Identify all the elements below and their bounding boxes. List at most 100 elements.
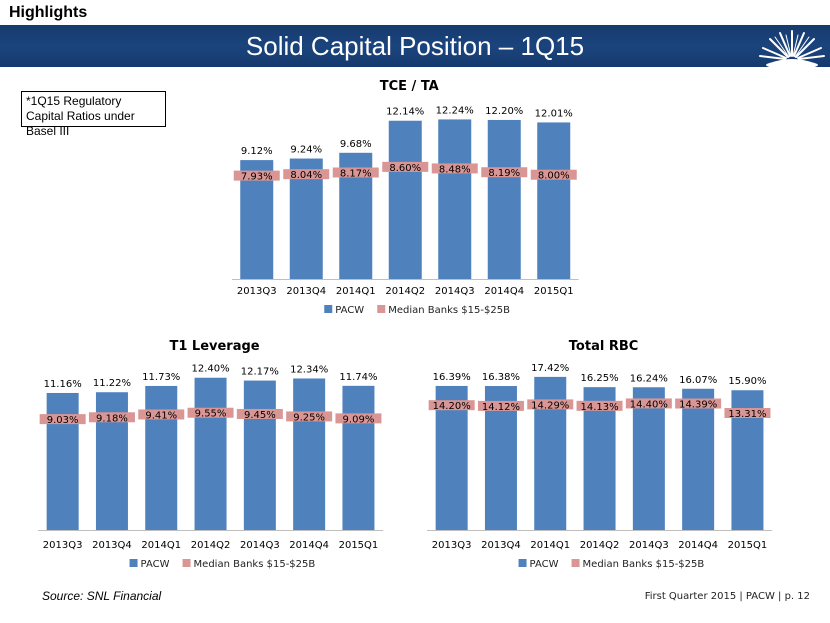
pacw-data-label: 12.01% [535,108,573,119]
median-marker [675,398,722,409]
pacw-data-label: 15.90% [728,376,766,387]
pacw-bar [438,119,472,279]
median-data-label: 14.29% [531,400,569,411]
pacw-data-label: 11.73% [142,372,180,383]
median-marker [138,409,185,420]
pacw-data-label: 16.07% [679,375,717,386]
legend-swatch-median [182,559,191,567]
pacw-data-label: 11.16% [44,379,82,390]
chart-legend: PACW Median Banks $15-$25B [129,559,316,570]
pacw-bar [632,387,665,530]
pacw-data-label: 12.24% [436,105,474,116]
pacw-data-label: 16.39% [433,372,471,383]
legend-label-pacw: PACW [530,559,559,570]
x-tick-label: 2015Q1 [728,540,768,551]
x-tick-label: 2014Q4 [289,540,329,551]
chart-title: TCE / TA [380,79,439,94]
median-data-label: 8.17% [340,168,372,179]
pacw-data-label: 12.34% [290,364,328,375]
pacw-bar [293,378,326,530]
pacw-data-label: 11.22% [93,378,131,389]
median-marker [625,398,672,409]
legend-swatch-pacw [518,559,527,567]
median-marker [332,167,379,178]
page-footer: First Quarter 2015 | PACW | p. 12 [644,591,810,602]
x-tick-label: 2014Q1 [530,540,570,551]
chart-title: T1 Leverage [169,339,259,354]
page-title: Solid Capital Position – 1Q15 [245,31,585,61]
x-tick-label: 2014Q3 [240,540,280,551]
t1-leverage-chart: T1 Leverage 11.16% 9.03% 2013Q3 11.22% 9.18% 2… [38,339,384,570]
title-banner: Solid Capital Position – 1Q15 [0,25,830,67]
x-tick-label: 2014Q2 [191,540,231,551]
pacw-data-label: 12.40% [191,364,229,375]
median-marker [236,408,283,419]
x-tick-label: 2014Q3 [435,286,475,297]
x-tick-label: 2014Q2 [580,540,620,551]
section-label: Highlights [9,4,88,21]
x-tick-label: 2013Q4 [92,540,132,551]
legend-swatch-median [377,305,386,313]
median-marker [576,400,623,411]
x-tick-label: 2014Q2 [385,286,425,297]
pacw-bar [388,120,422,279]
x-tick-label: 2013Q4 [286,286,326,297]
legend-label-median: Median Banks $15-$25B [388,305,510,316]
median-marker [382,161,429,172]
total-rbc-chart: Total RBC 16.39% 14.20% 2013Q3 16.38% 14.12% 2… [427,339,773,570]
chart-title: Total RBC [569,339,639,354]
median-marker [283,169,330,180]
median-data-label: 9.09% [343,414,375,425]
median-data-label: 9.25% [293,412,325,423]
tce-ta-chart: TCE / TA 9.12% 7.93% 2013Q3 9.24% 8.04% 2013Q4… [232,79,579,316]
x-tick-label: 2013Q3 [432,540,472,551]
x-tick-label: 2013Q4 [481,540,521,551]
median-marker [481,167,528,178]
pacw-bar [682,388,715,530]
x-tick-label: 2015Q1 [534,286,574,297]
median-marker [527,399,574,410]
median-data-label: 14.12% [482,402,520,413]
pacw-data-label: 9.24% [290,145,322,156]
x-tick-label: 2014Q4 [484,286,524,297]
median-data-label: 14.13% [580,402,618,413]
legend-label-pacw: PACW [335,305,364,316]
median-data-label: 9.55% [195,409,227,420]
pacw-bar [342,385,375,530]
pacw-data-label: 12.20% [485,106,523,117]
median-data-label: 8.00% [538,171,570,182]
x-tick-label: 2014Q1 [141,540,181,551]
pacw-bar [194,377,227,530]
pacw-bar [537,122,571,279]
median-marker [724,408,771,419]
median-data-label: 9.03% [47,415,79,426]
median-data-label: 9.41% [145,410,177,421]
median-marker [431,163,478,174]
median-marker [39,414,86,425]
chart-legend: PACW Median Banks $15-$25B [518,559,704,570]
legend-swatch-pacw [324,305,333,313]
x-tick-label: 2015Q1 [339,540,379,551]
x-tick-label: 2013Q3 [237,286,277,297]
x-tick-label: 2014Q4 [678,540,718,551]
regulatory-note: *1Q15 Regulatory Capital Ratios under Ba… [21,91,166,138]
median-marker [88,412,135,423]
x-tick-label: 2014Q3 [629,540,669,551]
median-data-label: 8.19% [488,168,520,179]
pacw-data-label: 16.38% [482,372,520,383]
median-data-label: 7.93% [241,172,273,183]
legend-label-median: Median Banks $15-$25B [194,559,316,570]
median-marker [187,407,234,418]
pacw-data-label: 16.25% [580,373,618,384]
median-data-label: 14.40% [630,399,668,410]
median-data-label: 8.60% [389,163,421,174]
legend-swatch-median [571,559,580,567]
median-marker [233,170,280,181]
median-data-label: 8.04% [290,170,322,181]
median-data-label: 9.45% [244,410,276,421]
pacw-data-label: 17.42% [531,363,569,374]
x-tick-label: 2014Q1 [336,286,376,297]
source-note: Source: SNL Financial [42,589,162,603]
pacw-bar [243,380,276,530]
x-tick-label: 2013Q3 [43,540,83,551]
